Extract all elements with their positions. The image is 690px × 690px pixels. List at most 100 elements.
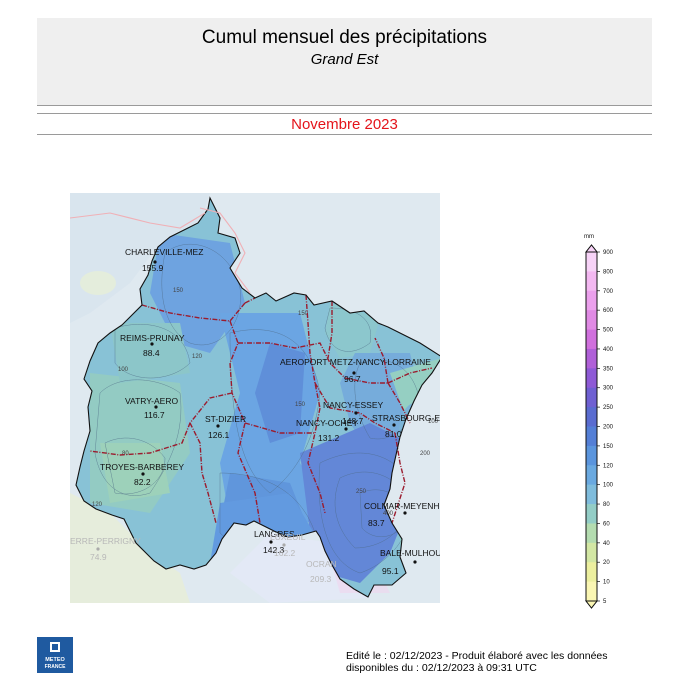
station-nancy-essey: NANCY-ESSEY 148.7 bbox=[323, 400, 383, 426]
station-value: 162.2 bbox=[274, 548, 296, 558]
station-marker bbox=[403, 511, 407, 515]
map-subtitle: Grand Est bbox=[310, 51, 379, 68]
legend-tick-label: 200 bbox=[603, 425, 614, 431]
legend-tick-label: 40 bbox=[603, 541, 610, 547]
legend-color-band bbox=[586, 581, 597, 602]
legend-tick-label: 60 bbox=[603, 521, 610, 527]
legend-tick-label: 20 bbox=[603, 560, 610, 566]
station-name: NANCY-OCHEY bbox=[296, 418, 358, 428]
contour-label: 150 bbox=[295, 402, 306, 408]
station-marker bbox=[354, 411, 358, 415]
precipitation-map: 150 120 100 150 250 400 200 100 80 150 1… bbox=[70, 193, 440, 603]
legend-tick-label: 100 bbox=[603, 483, 614, 489]
legend-bar bbox=[584, 244, 599, 609]
legend-color-band bbox=[586, 290, 597, 311]
station-name: VATRY-AERO bbox=[125, 396, 178, 406]
legend-tick-label: 300 bbox=[603, 386, 614, 392]
station-marker bbox=[96, 547, 100, 551]
station-name: LANGRES bbox=[254, 529, 295, 539]
station-value: 83.7 bbox=[368, 518, 385, 528]
station-name: COLMAR-MEYENHEIM bbox=[364, 501, 440, 511]
station-marker bbox=[282, 543, 286, 547]
legend-ticks: 900 800 700 600 500 400 350 300 250 200 150 120 100 8… bbox=[597, 250, 614, 605]
divider-top bbox=[37, 113, 652, 114]
station-value: 116.7 bbox=[144, 410, 165, 420]
legend-tick-label: 120 bbox=[603, 463, 614, 469]
legend-cap-top bbox=[584, 244, 599, 253]
contour-label: 100 bbox=[428, 419, 439, 425]
outer-area-low bbox=[80, 271, 116, 295]
logo-text-1: METEO bbox=[45, 657, 65, 663]
legend-unit: mm bbox=[584, 234, 594, 240]
station-value: 131.2 bbox=[318, 433, 340, 443]
station-marker bbox=[141, 472, 145, 476]
period-label: Novembre 2023 bbox=[291, 116, 398, 133]
legend-color-band bbox=[586, 252, 597, 272]
contour-label: 80 bbox=[122, 451, 129, 457]
logo-mark: METEO FRANCE bbox=[45, 642, 66, 670]
legend-tick-label: 800 bbox=[603, 269, 614, 275]
legend-color-band bbox=[586, 484, 597, 505]
legend-tick-label: 900 bbox=[603, 250, 614, 256]
station-st-dizier: ST-DIZIER 126.1 bbox=[205, 414, 246, 440]
station-langres: LANGRES 142.3 bbox=[254, 529, 295, 555]
station-colmar-meyenheim: COLMAR-MEYENHEIM 83.7 bbox=[364, 501, 440, 528]
station-charleville-mez: CHARLEVILLE-MEZ 155.9 bbox=[125, 247, 203, 273]
color-scale-legend: mm 900 800 700 600 500 400 350 300 250 200 150 120 1… bbox=[584, 234, 614, 609]
meteo-france-logo: METEO FRANCE bbox=[37, 637, 73, 673]
station-marker bbox=[352, 371, 356, 375]
legend-color-band bbox=[586, 426, 597, 447]
station-name: AEROPORT METZ-NANCY-LORRAINE bbox=[280, 357, 431, 367]
station-strasbourg-entzheim: STRASBOURG-ENTZHEIM 81.0 bbox=[372, 413, 440, 439]
station-marker bbox=[154, 405, 158, 409]
station-name: STRASBOURG-ENTZHEIM bbox=[372, 413, 440, 423]
legend-tick-label: 500 bbox=[603, 328, 614, 334]
station-value: 96.7 bbox=[344, 374, 361, 384]
footer-line-2: disponibles du : 02/12/2023 à 09:31 UTC bbox=[346, 662, 537, 674]
station-value: 95.1 bbox=[382, 566, 399, 576]
national-borders bbox=[70, 207, 251, 294]
legend-tick-label: 400 bbox=[603, 347, 614, 353]
legend-color-band bbox=[586, 387, 597, 408]
legend-color-band bbox=[586, 271, 597, 292]
legend-color-band bbox=[586, 542, 597, 563]
station-value: 148.7 bbox=[342, 416, 364, 426]
station-ocran: OCRAN 209.3 bbox=[306, 559, 337, 584]
station-value: 74.9 bbox=[90, 552, 107, 562]
contour-label: 120 bbox=[192, 354, 203, 360]
station-value: 142.3 bbox=[263, 545, 285, 555]
map-title: Cumul mensuel des précipitations bbox=[201, 27, 488, 48]
legend-color-band bbox=[586, 329, 597, 350]
footer-line-1: Edité le : 02/12/2023 - Produit élaboré … bbox=[346, 650, 608, 662]
legend-tick-label: 350 bbox=[603, 366, 614, 372]
station-value: 82.2 bbox=[134, 477, 151, 487]
station-value: 209.3 bbox=[310, 574, 332, 584]
station-value: 88.4 bbox=[143, 348, 160, 358]
legend-color-band bbox=[586, 445, 597, 466]
station-value: 81.0 bbox=[385, 429, 402, 439]
station-name: NANCY-ESSEY bbox=[323, 400, 383, 410]
station-troyes-barberey: TROYES-BARBEREY 82.2 bbox=[100, 462, 184, 487]
station-name: CHARLEVILLE-MEZ bbox=[125, 247, 203, 257]
station-name: ST-DIZIER bbox=[205, 414, 246, 424]
station-name: ERRE-PERRIGNY bbox=[70, 536, 141, 546]
legend-tick-label: 5 bbox=[603, 599, 607, 605]
station-nancy-ochey: NANCY-OCHEY 131.2 bbox=[296, 418, 358, 443]
legend-color-band bbox=[586, 465, 597, 486]
legend-color-band bbox=[586, 368, 597, 389]
station-aeroport-metz-nancy-lorraine: AEROPORT METZ-NANCY-LORRAINE 96.7 bbox=[280, 357, 431, 384]
station-marker bbox=[150, 342, 154, 346]
outer-area-southwest bbox=[70, 493, 190, 603]
station-marker bbox=[344, 427, 348, 431]
station-marker bbox=[269, 540, 273, 544]
station-erre-perrigny: ERRE-PERRIGNY 74.9 bbox=[70, 536, 141, 562]
legend-tick-label: 250 bbox=[603, 405, 614, 411]
contour-label: 150 bbox=[173, 288, 184, 294]
station-name: BALE-MULHOUSE bbox=[380, 548, 440, 558]
legend-color-band bbox=[586, 407, 597, 427]
legend-color-band bbox=[586, 310, 597, 331]
station-marker bbox=[153, 260, 157, 264]
station-marker bbox=[392, 423, 396, 427]
legend-tick-label: 80 bbox=[603, 502, 610, 508]
legend-color-band bbox=[586, 348, 597, 369]
